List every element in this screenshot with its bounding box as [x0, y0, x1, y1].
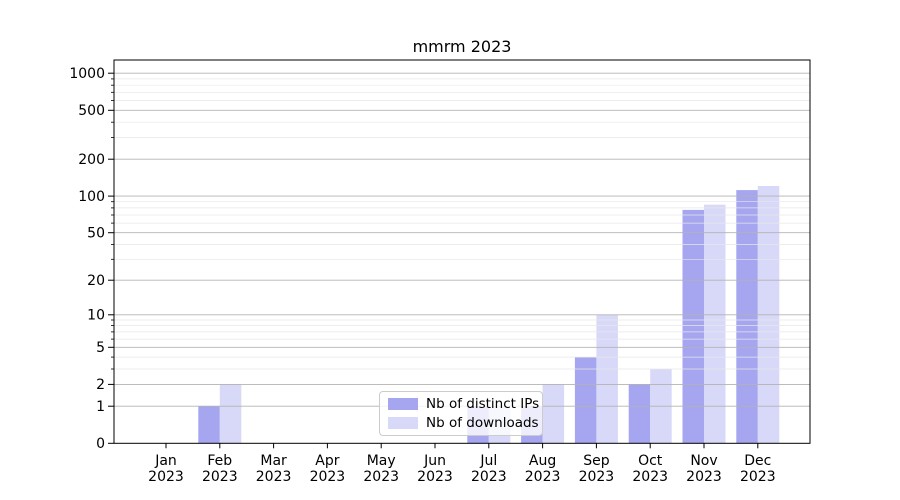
x-tick-label-month: Dec: [744, 453, 771, 469]
y-tick-label: 1000: [69, 66, 105, 82]
legend: Nb of distinct IPs Nb of downloads: [379, 391, 543, 436]
x-tick-label-month: Feb: [207, 453, 232, 469]
y-tick-label: 5: [96, 340, 105, 356]
y-tick-label: 50: [87, 225, 105, 241]
y-tick-label: 10: [87, 308, 105, 324]
chart-title: mmrm 2023: [412, 37, 512, 56]
x-tick-label-month: Apr: [315, 453, 339, 469]
legend-item-distinct-ips: Nb of distinct IPs: [388, 396, 539, 412]
x-tick-label-month: May: [367, 453, 396, 469]
x-tick-label-month: Jun: [423, 453, 446, 469]
y-tick-label: 500: [78, 103, 105, 119]
x-tick-label-year: 2023: [686, 469, 722, 485]
x-tick-label-year: 2023: [256, 469, 292, 485]
bar-distinct-ips-sep: [574, 357, 597, 444]
x-tick-label-year: 2023: [417, 469, 453, 485]
axes-layer: 01251020501002005001000Jan2023Feb2023Mar…: [69, 59, 811, 485]
x-tick-label-month: Oct: [638, 453, 663, 469]
bar-downloads-aug: [542, 384, 565, 444]
y-tick-label: 1: [96, 399, 105, 415]
x-tick-label-month: Jan: [154, 453, 177, 469]
bar-downloads-nov: [704, 204, 726, 444]
x-tick-label-year: 2023: [579, 469, 615, 485]
x-tick-label-year: 2023: [525, 469, 561, 485]
x-tick-label-month: Nov: [690, 453, 717, 469]
x-tick-label-year: 2023: [471, 469, 507, 485]
x-tick-label-year: 2023: [202, 469, 238, 485]
x-tick-label-year: 2023: [148, 469, 184, 485]
legend-label-downloads: Nb of downloads: [426, 414, 539, 431]
y-tick-label: 20: [87, 273, 105, 289]
plot-border: [113, 59, 811, 444]
y-tick-label: 100: [78, 189, 105, 205]
x-tick-label-month: Aug: [529, 453, 556, 469]
x-tick-label-year: 2023: [740, 469, 776, 485]
bar-distinct-ips-nov: [682, 209, 704, 444]
legend-item-downloads: Nb of downloads: [388, 415, 539, 431]
x-tick-label-month: Sep: [583, 453, 610, 469]
x-tick-label-month: Mar: [260, 453, 287, 469]
y-tick-label: 2: [96, 377, 105, 393]
y-tick-label: 200: [78, 152, 105, 168]
x-tick-label-year: 2023: [310, 469, 346, 485]
x-tick-label-year: 2023: [363, 469, 399, 485]
bar-downloads-sep: [596, 314, 618, 444]
x-tick-label-year: 2023: [632, 469, 668, 485]
bar-distinct-ips-feb: [198, 406, 220, 444]
grid-layer: [114, 72, 810, 407]
y-tick-label: 0: [96, 436, 105, 452]
bar-distinct-ips-oct: [628, 384, 651, 444]
bar-downloads-feb: [219, 384, 242, 444]
bar-distinct-ips-dec: [736, 190, 758, 444]
x-tick-label-month: Jul: [479, 453, 497, 469]
legend-swatch-downloads: [388, 416, 418, 429]
legend-swatch-distinct-ips: [388, 398, 418, 411]
legend-label-distinct-ips: Nb of distinct IPs: [426, 396, 540, 413]
